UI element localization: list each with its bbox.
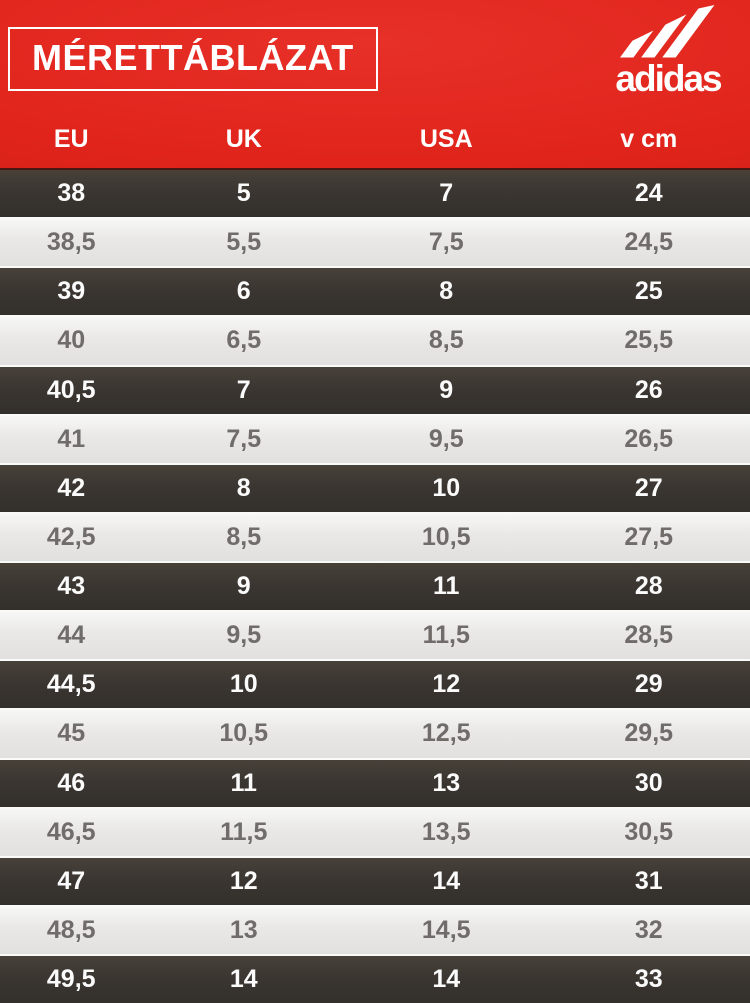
- cell-eu: 43: [57, 572, 86, 601]
- cell-usa: 7: [439, 179, 454, 208]
- cell-uk: 5: [236, 179, 251, 208]
- cell-cm: 25,5: [624, 326, 674, 355]
- cell-eu: 39: [57, 277, 86, 306]
- table-row: 40 6,5 8,5 25,5: [0, 315, 750, 365]
- cell-uk: 10,5: [219, 719, 269, 748]
- cell-eu: 44,5: [46, 670, 96, 699]
- cell-usa: 14: [432, 965, 461, 994]
- cell-cm: 25: [634, 277, 663, 306]
- cell-eu: 42: [57, 473, 86, 502]
- table-row: 46,5 11,5 13,5 30,5: [0, 806, 750, 856]
- table-row: 41 7,5 9,5 26,5: [0, 413, 750, 463]
- table-row: 40,5 7 9 26: [0, 364, 750, 414]
- cell-cm: 24: [634, 179, 663, 208]
- cell-eu: 46,5: [46, 817, 96, 846]
- cell-cm: 32: [634, 915, 663, 944]
- cell-eu: 49,5: [46, 965, 96, 994]
- table-row: 46 11 13 30: [0, 757, 750, 807]
- table-row: 42 8 10 27: [0, 462, 750, 512]
- cell-usa: 14,5: [421, 915, 471, 944]
- cell-eu: 44: [57, 621, 86, 650]
- cell-cm: 29,5: [624, 719, 674, 748]
- cell-cm: 28,5: [624, 621, 674, 650]
- adidas-logo: adidas: [592, 5, 744, 97]
- cell-uk: 5,5: [226, 228, 262, 257]
- cell-cm: 26,5: [624, 424, 674, 453]
- cell-uk: 13: [229, 915, 258, 944]
- cell-cm: 30: [634, 768, 663, 797]
- cell-uk: 14: [229, 965, 258, 994]
- cell-uk: 10: [229, 670, 258, 699]
- cell-cm: 33: [634, 965, 663, 994]
- cell-eu: 45: [57, 719, 86, 748]
- cell-cm: 31: [634, 866, 663, 895]
- header: MÉRETTÁBLÁZAT adidas EU UK USA v cm: [0, 0, 750, 168]
- cell-uk: 6: [236, 277, 251, 306]
- table-row: 45 10,5 12,5 29,5: [0, 708, 750, 758]
- cell-eu: 41: [57, 424, 86, 453]
- cell-usa: 11,5: [422, 621, 470, 650]
- cell-usa: 13: [432, 768, 461, 797]
- column-header-eu: EU: [53, 124, 89, 153]
- cell-cm: 24,5: [624, 228, 674, 257]
- adidas-wordmark: adidas: [615, 58, 722, 99]
- cell-uk: 9,5: [226, 621, 262, 650]
- column-header-usa: USA: [419, 124, 473, 153]
- cell-uk: 9: [236, 572, 251, 601]
- cell-usa: 8: [439, 277, 454, 306]
- cell-eu: 47: [57, 866, 86, 895]
- cell-usa: 14: [432, 866, 461, 895]
- cell-uk: 11: [230, 768, 257, 797]
- title-box: MÉRETTÁBLÁZAT: [8, 27, 378, 91]
- table-row: 44,5 10 12 29: [0, 659, 750, 709]
- cell-usa: 7,5: [428, 228, 464, 257]
- cell-usa: 9,5: [428, 424, 464, 453]
- cell-usa: 9: [439, 375, 454, 404]
- cell-eu: 46: [57, 768, 86, 797]
- cell-usa: 12,5: [421, 719, 471, 748]
- cell-eu: 42,5: [46, 522, 96, 551]
- cell-cm: 28: [634, 572, 663, 601]
- table-row: 38 5 7 24: [0, 170, 750, 218]
- cell-cm: 26: [634, 375, 663, 404]
- cell-uk: 8: [236, 473, 251, 502]
- cell-usa: 8,5: [428, 326, 464, 355]
- column-headers: EU UK USA v cm: [0, 110, 750, 168]
- cell-uk: 11,5: [220, 817, 268, 846]
- table-row: 44 9,5 11,5 28,5: [0, 610, 750, 660]
- table-row: 48,5 13 14,5 32: [0, 904, 750, 954]
- cell-uk: 7: [236, 375, 251, 404]
- cell-cm: 27: [634, 473, 663, 502]
- table-row: 49,5 14 14 33: [0, 954, 750, 1003]
- cell-uk: 8,5: [226, 522, 262, 551]
- cell-uk: 7,5: [226, 424, 262, 453]
- table-row: 47 12 14 31: [0, 855, 750, 905]
- cell-usa: 10: [432, 473, 461, 502]
- cell-eu: 40,5: [46, 375, 96, 404]
- cell-cm: 30,5: [624, 817, 674, 846]
- table-row: 42,5 8,5 10,5 27,5: [0, 511, 750, 561]
- cell-eu: 38,5: [46, 228, 96, 257]
- column-header-cm: v cm: [620, 124, 678, 153]
- column-header-uk: UK: [225, 124, 262, 153]
- table-row: 39 6 8 25: [0, 266, 750, 316]
- cell-usa: 12: [432, 670, 461, 699]
- cell-cm: 27,5: [624, 522, 674, 551]
- page-title: MÉRETTÁBLÁZAT: [32, 37, 354, 78]
- cell-uk: 12: [229, 866, 258, 895]
- cell-usa: 10,5: [421, 522, 471, 551]
- cell-eu: 40: [57, 326, 86, 355]
- cell-cm: 29: [634, 670, 663, 699]
- cell-eu: 48,5: [46, 915, 96, 944]
- cell-eu: 38: [57, 179, 86, 208]
- cell-uk: 6,5: [226, 326, 262, 355]
- table-row: 43 9 11 28: [0, 561, 750, 611]
- cell-usa: 11: [433, 572, 460, 601]
- size-table: 38 5 7 24 38,5 5,5 7,5 24,5 39 6 8 25 40 6,5 8,5 25,5 40…: [0, 168, 750, 1003]
- adidas-three-stripes-icon: [620, 5, 715, 58]
- table-row: 38,5 5,5 7,5 24,5: [0, 217, 750, 267]
- cell-usa: 13,5: [421, 817, 471, 846]
